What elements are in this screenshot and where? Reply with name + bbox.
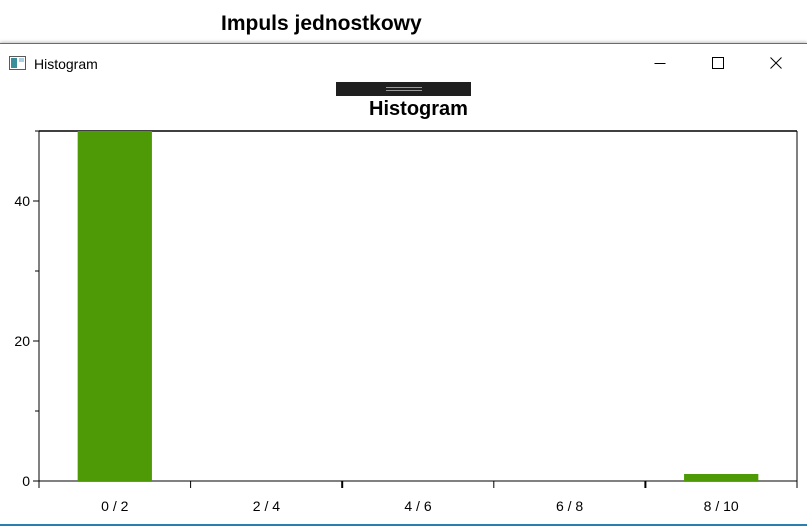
histogram-bar <box>77 131 152 481</box>
histogram-chart: 0 20 40 0 / 2 2 / 4 4 / 6 6 / 8 8 / 10 <box>14 130 798 514</box>
x-tick-label: 4 / 6 <box>404 498 431 514</box>
window-bottom-border <box>0 524 807 526</box>
chart-title: Histogram <box>369 98 468 120</box>
y-tick-label: 40 <box>14 193 30 209</box>
x-tick-label: 0 / 2 <box>101 498 128 514</box>
close-icon <box>770 57 782 69</box>
close-button[interactable] <box>747 44 805 82</box>
y-tick-label: 20 <box>14 333 30 349</box>
x-tick-label: 8 / 10 <box>704 498 739 514</box>
background-window-title: Impuls jednostkowy <box>221 12 422 35</box>
minimize-icon <box>654 63 666 64</box>
x-tick-label: 2 / 4 <box>253 498 280 514</box>
y-tick-label: 0 <box>22 473 30 489</box>
maximize-icon <box>712 57 724 69</box>
histogram-window: Histogram Histogram 0 20 40 0 / 2 2 / 4 4 / 6… <box>0 43 807 527</box>
x-tick-label: 6 / 8 <box>556 498 583 514</box>
toolbar-grip[interactable] <box>336 82 471 96</box>
maximize-button[interactable] <box>689 44 747 82</box>
minimize-button[interactable] <box>631 44 689 82</box>
window-title: Histogram <box>34 56 98 72</box>
title-bar[interactable]: Histogram <box>0 44 807 82</box>
app-window-icon <box>9 56 26 70</box>
histogram-bar <box>684 474 759 481</box>
